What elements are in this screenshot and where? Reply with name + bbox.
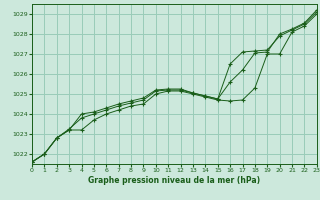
X-axis label: Graphe pression niveau de la mer (hPa): Graphe pression niveau de la mer (hPa)	[88, 176, 260, 185]
